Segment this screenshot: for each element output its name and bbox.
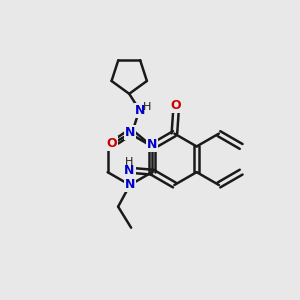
Text: O: O xyxy=(106,137,117,150)
Text: N: N xyxy=(147,138,157,152)
Text: O: O xyxy=(171,99,181,112)
Text: H: H xyxy=(143,102,152,112)
Text: N: N xyxy=(125,178,135,191)
Text: N: N xyxy=(124,164,135,177)
Text: N: N xyxy=(125,125,135,139)
Text: H: H xyxy=(125,157,134,167)
Text: N: N xyxy=(135,104,145,117)
